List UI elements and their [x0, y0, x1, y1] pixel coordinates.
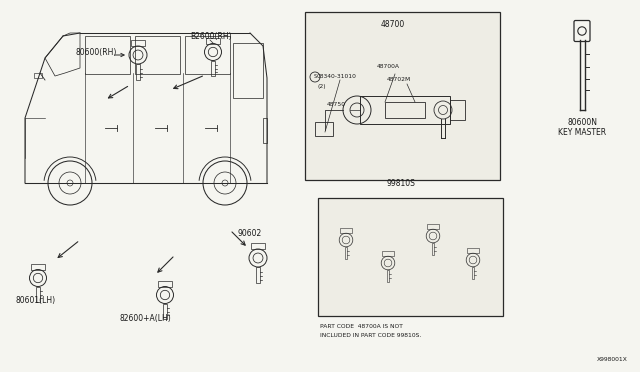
Bar: [472, 267, 474, 279]
Bar: [360, 96, 450, 124]
Text: 99810S: 99810S: [386, 179, 415, 188]
Bar: [450, 100, 465, 120]
Text: PART CODE  48700A IS NOT: PART CODE 48700A IS NOT: [320, 324, 403, 329]
Bar: [233, 43, 263, 98]
Bar: [251, 243, 265, 249]
Text: 82600+A(LH): 82600+A(LH): [120, 314, 172, 323]
Bar: [428, 224, 438, 229]
Text: 80600(RH): 80600(RH): [75, 48, 116, 57]
Bar: [344, 247, 348, 259]
Text: X998001X: X998001X: [597, 357, 628, 362]
Text: S: S: [314, 74, 317, 80]
Bar: [158, 280, 172, 286]
Bar: [34, 73, 42, 78]
Bar: [85, 36, 130, 74]
Bar: [206, 38, 220, 44]
Bar: [135, 36, 180, 74]
Bar: [211, 61, 214, 76]
Text: 48702M: 48702M: [387, 77, 412, 82]
Bar: [263, 118, 267, 143]
Text: INCLUDED IN PART CODE 99810S.: INCLUDED IN PART CODE 99810S.: [320, 333, 421, 338]
Text: (2): (2): [317, 84, 326, 89]
Bar: [131, 40, 145, 46]
Bar: [315, 122, 333, 136]
Bar: [31, 263, 45, 269]
Text: 80601(LH): 80601(LH): [15, 295, 55, 305]
Text: 80600N: 80600N: [567, 118, 597, 127]
Text: 48700: 48700: [380, 20, 404, 29]
Bar: [383, 251, 394, 256]
Bar: [256, 267, 260, 283]
Bar: [36, 286, 40, 302]
Bar: [385, 102, 425, 118]
Text: B2600(RH): B2600(RH): [190, 32, 232, 41]
Bar: [163, 304, 166, 319]
Text: 90602: 90602: [238, 229, 262, 238]
Bar: [305, 12, 500, 180]
Text: 48750: 48750: [327, 102, 346, 107]
Text: 48700A: 48700A: [377, 64, 400, 69]
Bar: [387, 270, 390, 282]
Bar: [318, 198, 503, 316]
Bar: [467, 248, 479, 253]
Bar: [431, 243, 435, 255]
Bar: [340, 228, 351, 233]
Text: KEY MASTER: KEY MASTER: [558, 128, 606, 137]
Bar: [185, 36, 230, 74]
Bar: [136, 64, 140, 80]
Text: 08340-31010: 08340-31010: [317, 74, 357, 79]
